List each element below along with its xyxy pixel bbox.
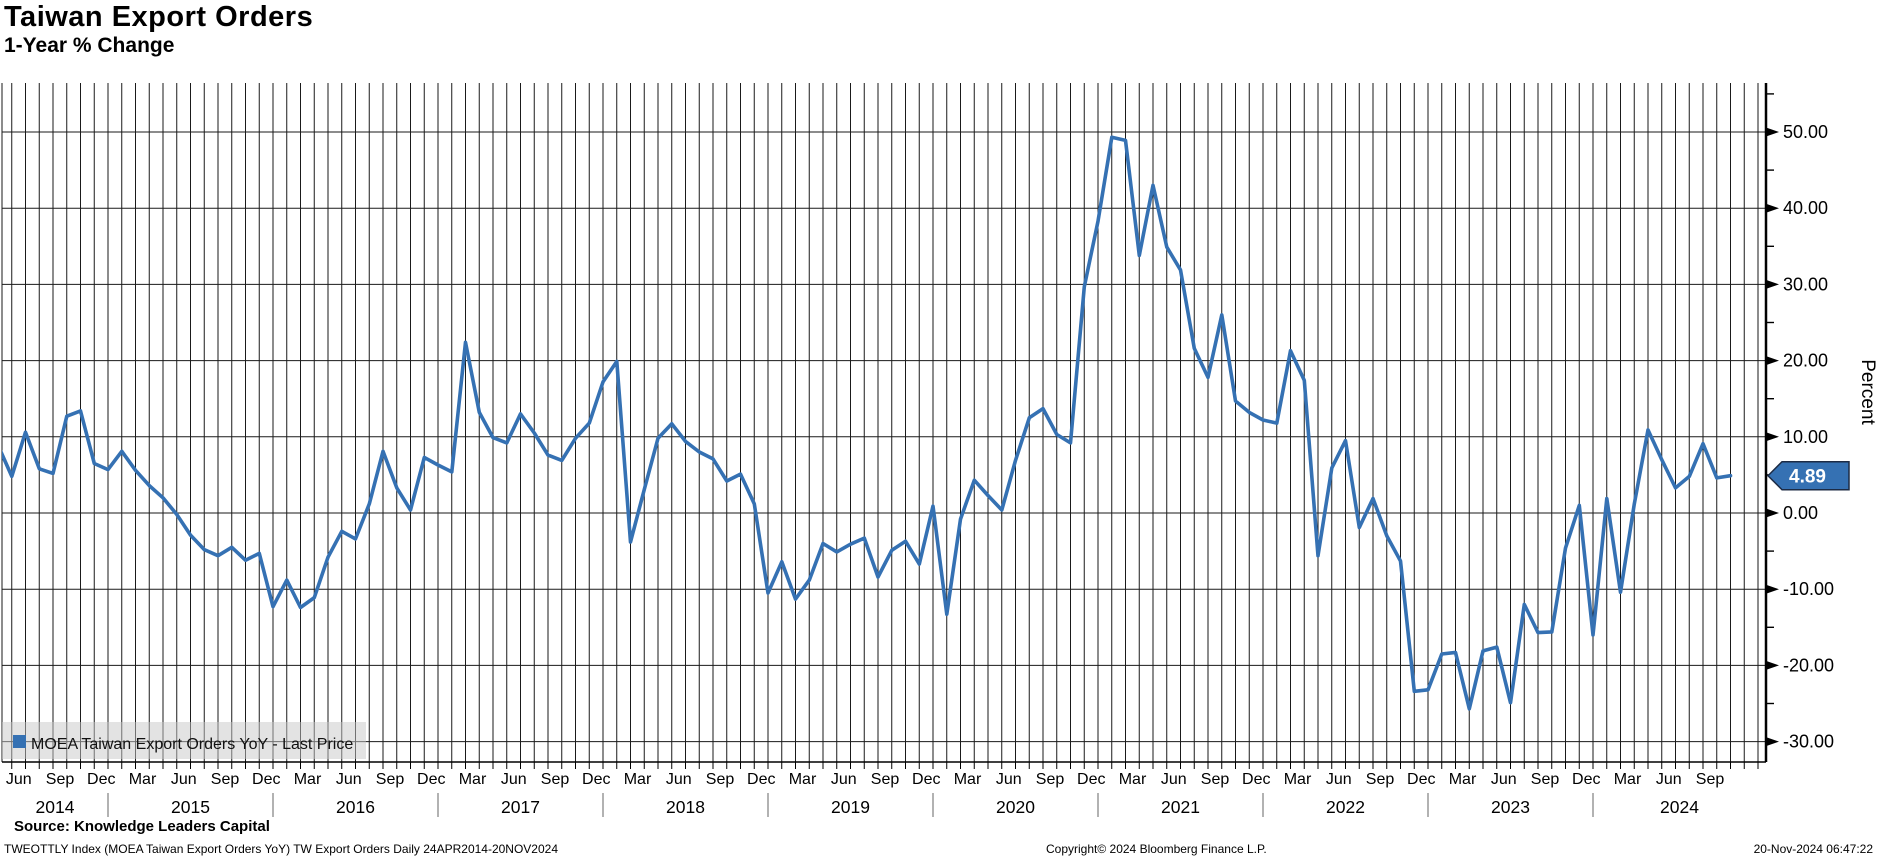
x-month-label: Mar <box>789 771 817 788</box>
x-month-label: Sep <box>1696 771 1725 788</box>
x-month-label: Sep <box>211 771 240 788</box>
chart-header: Taiwan Export Orders 1-Year % Change <box>4 0 313 58</box>
x-month-label: Sep <box>706 771 735 788</box>
x-month-label: Mar <box>954 771 982 788</box>
x-month-label: Mar <box>624 771 652 788</box>
x-month-label: Sep <box>1531 771 1560 788</box>
x-month-label: Jun <box>1326 771 1352 788</box>
x-year-label: 2023 <box>1491 797 1530 817</box>
source-line: Source: Knowledge Leaders Capital <box>14 818 270 835</box>
x-month-label: Jun <box>831 771 857 788</box>
x-month-label: Mar <box>459 771 487 788</box>
x-month-label: Dec <box>1077 771 1105 788</box>
last-price-badge <box>1766 460 1850 491</box>
y-tick-arrow <box>1766 356 1779 366</box>
x-month-label: Jun <box>501 771 527 788</box>
x-month-label: Jun <box>171 771 197 788</box>
x-month-label: Sep <box>1201 771 1230 788</box>
x-year-label: 2014 <box>36 797 75 817</box>
x-month-label: Mar <box>294 771 322 788</box>
x-year-label: 2019 <box>831 797 870 817</box>
x-month-label: Mar <box>1449 771 1477 788</box>
x-month-label: Mar <box>1119 771 1147 788</box>
x-month-label: Mar <box>1614 771 1642 788</box>
series-line <box>2 135 1733 711</box>
x-month-label: Jun <box>1161 771 1187 788</box>
y-tick-arrow <box>1766 432 1779 442</box>
x-month-label: Sep <box>541 771 570 788</box>
x-month-label: Jun <box>6 771 32 788</box>
y-tick-arrow <box>1766 279 1779 289</box>
x-month-label: Dec <box>87 771 115 788</box>
x-month-label: Dec <box>1407 771 1435 788</box>
x-month-label: Sep <box>376 771 405 788</box>
chart-title: Taiwan Export Orders <box>4 1 314 33</box>
y-tick-arrow <box>1766 127 1779 137</box>
x-month-label: Dec <box>747 771 775 788</box>
footer-ticker-info: TWEOTTLY Index (MOEA Taiwan Export Order… <box>4 842 559 856</box>
y-tick-label: -20.00 <box>1783 655 1834 675</box>
x-year-label: 2021 <box>1161 797 1200 817</box>
x-month-label: Dec <box>1242 771 1270 788</box>
footer-copyright: Copyright© 2024 Bloomberg Finance L.P. <box>1046 842 1267 856</box>
legend-label: MOEA Taiwan Export Orders YoY - Last Pri… <box>31 736 353 753</box>
y-tick-arrow <box>1766 660 1779 670</box>
x-month-label: Jun <box>666 771 692 788</box>
x-month-label: Dec <box>582 771 610 788</box>
legend-box <box>2 722 366 759</box>
x-year-label: 2022 <box>1326 797 1365 817</box>
y-tick-label: 10.00 <box>1783 427 1828 447</box>
x-year-label: 2024 <box>1660 797 1699 817</box>
x-month-label: Mar <box>1284 771 1312 788</box>
x-month-label: Dec <box>1572 771 1600 788</box>
y-tick-label: 30.00 <box>1783 274 1828 294</box>
x-month-label: Sep <box>46 771 75 788</box>
y-tick-label: 0.00 <box>1783 503 1818 523</box>
x-month-label: Mar <box>129 771 157 788</box>
x-month-label: Sep <box>1036 771 1065 788</box>
x-month-label: Dec <box>417 771 445 788</box>
y-tick-label: 50.00 <box>1783 122 1828 142</box>
x-month-label: Jun <box>336 771 362 788</box>
x-month-label: Sep <box>871 771 900 788</box>
x-year-label: 2016 <box>336 797 375 817</box>
x-month-label: Dec <box>252 771 280 788</box>
footer-timestamp: 20-Nov-2024 06:47:22 <box>1753 842 1873 856</box>
y-tick-arrow <box>1766 584 1779 594</box>
x-month-label: Sep <box>1366 771 1395 788</box>
x-month-label: Dec <box>912 771 940 788</box>
x-month-label: Jun <box>996 771 1022 788</box>
x-year-label: 2015 <box>171 797 210 817</box>
legend-marker <box>13 735 26 748</box>
y-tick-label: -30.00 <box>1783 732 1834 752</box>
x-month-label: Jun <box>1491 771 1517 788</box>
x-year-label: 2018 <box>666 797 705 817</box>
y-tick-arrow <box>1766 737 1779 747</box>
y-tick-arrow <box>1766 203 1779 213</box>
y-tick-label: 40.00 <box>1783 198 1828 218</box>
x-year-label: 2020 <box>996 797 1035 817</box>
chart-subtitle: 1-Year % Change <box>4 34 175 57</box>
x-year-label: 2017 <box>501 797 540 817</box>
y-tick-label: -10.00 <box>1783 579 1834 599</box>
y-axis-title: Percent <box>1857 359 1877 425</box>
x-month-label: Jun <box>1656 771 1682 788</box>
last-price-value: 4.89 <box>1789 467 1826 488</box>
y-tick-arrow <box>1766 508 1779 518</box>
y-tick-label: 20.00 <box>1783 351 1828 371</box>
